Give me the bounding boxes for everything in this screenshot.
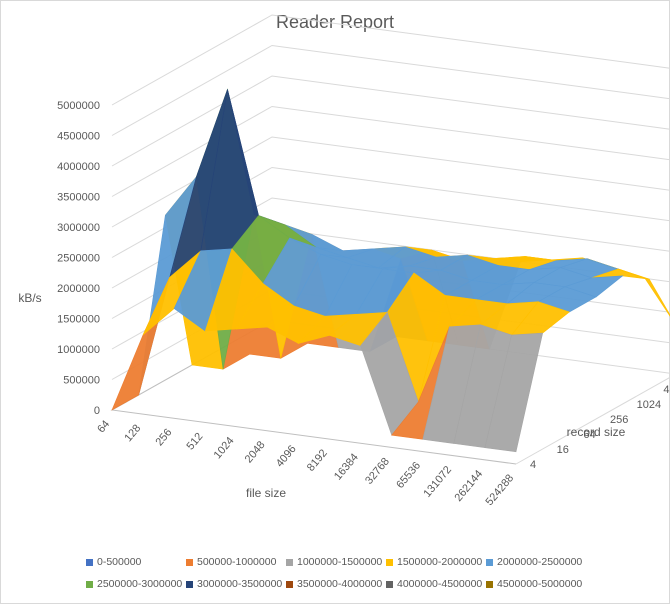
legend-item: 2000000-2500000 [486, 554, 582, 570]
legend-swatch [286, 558, 293, 566]
z-tick-label: 0 [94, 405, 100, 417]
legend-item: 3500000-4000000 [286, 576, 382, 592]
surface [111, 88, 670, 453]
z-tick-label: 3000000 [57, 222, 100, 234]
z-tick-label: 4000000 [57, 161, 100, 173]
z-tick-label: 1500000 [57, 314, 100, 326]
x-tick-label: 256 [153, 427, 174, 449]
legend-label: 3500000-4000000 [297, 578, 383, 590]
x-tick-label: 16384 [332, 451, 361, 482]
y-axis-label: record size [567, 425, 626, 439]
legend-label: 500000-1000000 [197, 556, 277, 568]
legend-item: 2500000-3000000 [86, 576, 182, 592]
legend-item: 0-500000 [86, 554, 141, 570]
legend-label: 4500000-5000000 [497, 578, 583, 590]
y-tick-label: 16 [557, 444, 569, 456]
legend-label: 1000000-1500000 [297, 556, 383, 568]
z-tick-label: 5000000 [57, 100, 100, 112]
x-tick-label: 65536 [394, 460, 423, 491]
legend-swatch [386, 558, 393, 566]
z-tick-label: 1000000 [57, 344, 100, 356]
legend-item: 3000000-3500000 [186, 576, 282, 592]
gridline [111, 44, 670, 136]
x-axis-label: file size [246, 486, 286, 500]
legend-label: 4000000-4500000 [397, 578, 483, 590]
legend-swatch [186, 580, 193, 588]
x-tick-label: 524288 [484, 472, 517, 508]
y-axis: 416642561024409616384record size [530, 384, 670, 471]
legend-item: 500000-1000000 [186, 554, 276, 570]
z-tick-label: 4500000 [57, 131, 100, 143]
legend-swatch [486, 580, 493, 588]
z-tick-label: 500000 [63, 375, 100, 387]
x-tick-label: 128 [122, 422, 143, 444]
gridline [111, 136, 670, 228]
legend-swatch [86, 558, 93, 566]
x-tick-label: 1024 [212, 435, 237, 461]
z-tick-label: 2500000 [57, 253, 100, 265]
legend-label: 2000000-2500000 [497, 556, 583, 568]
x-tick-label: 262144 [452, 468, 485, 504]
legend-item: 4500000-5000000 [486, 576, 582, 592]
surface-cell [484, 332, 544, 453]
y-tick-label: 4096 [663, 384, 670, 396]
floor-edge [515, 376, 670, 465]
legend-swatch [86, 580, 93, 588]
y-tick-label: 1024 [637, 399, 661, 411]
legend-item: 4000000-4500000 [386, 576, 482, 592]
z-tick-label: 3500000 [57, 192, 100, 204]
legend-label: 3000000-3500000 [197, 578, 283, 590]
y-tick-label: 64 [583, 429, 595, 441]
gridline [111, 14, 670, 106]
x-tick-label: 512 [185, 431, 206, 453]
legend-swatch [286, 580, 293, 588]
x-tick-label: 4096 [274, 443, 299, 469]
legend-label: 2500000-3000000 [97, 578, 183, 590]
z-axis-label: kB/s [18, 291, 41, 305]
legend-label: 0-500000 [97, 556, 142, 568]
legend-item: 1500000-2000000 [386, 554, 482, 570]
z-axis: 0 500000 1000000 1500000 2000000 2500000 30000… [18, 100, 100, 417]
legend-swatch [486, 558, 493, 566]
y-tick-label: 4 [530, 459, 536, 471]
gridline [111, 75, 670, 167]
x-tick-label: 64 [95, 418, 112, 435]
x-tick-label: 131072 [421, 464, 454, 500]
gridline [111, 105, 670, 197]
x-tick-label: 2048 [243, 439, 268, 465]
y-tick-label: 256 [610, 414, 628, 426]
x-tick-label: 32768 [363, 456, 392, 487]
legend-swatch [386, 580, 393, 588]
legend-swatch [186, 558, 193, 566]
legend-item: 1000000-1500000 [286, 554, 382, 570]
legend-label: 1500000-2000000 [397, 556, 483, 568]
x-tick-label: 8192 [305, 447, 330, 473]
z-tick-label: 2000000 [57, 283, 100, 295]
